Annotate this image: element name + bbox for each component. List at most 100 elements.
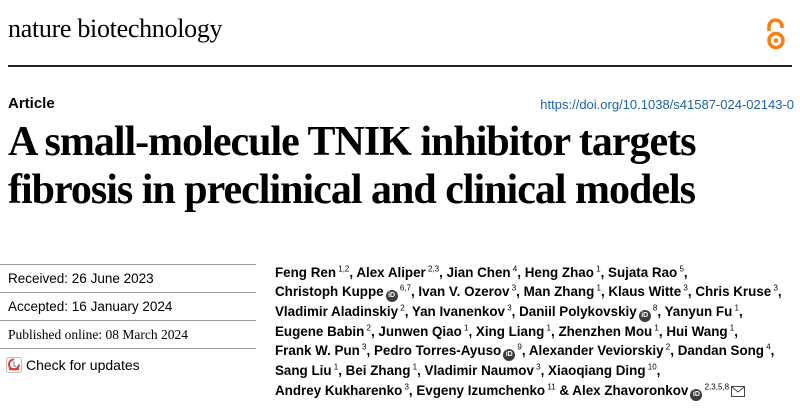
author-name[interactable]: Junwen Qiao 1 bbox=[378, 324, 468, 339]
affiliation-superscript: 2 bbox=[364, 323, 371, 333]
author-name-text: Xiaoqiang Ding bbox=[548, 363, 646, 379]
author-name[interactable]: Hui Wang 1 bbox=[666, 324, 734, 339]
author-name[interactable]: Frank W. Pun 3 bbox=[275, 343, 367, 358]
orcid-icon[interactable]: iD bbox=[690, 388, 703, 401]
author-name-text: Eugene Babin bbox=[275, 324, 365, 340]
affiliation-superscript: 1 bbox=[461, 323, 469, 333]
author-name[interactable]: Xing Liang 1 bbox=[476, 324, 551, 339]
author-name-text: Yan Ivanenkov bbox=[411, 304, 505, 320]
affiliation-superscript: 1 bbox=[331, 362, 339, 372]
author-name[interactable]: Chris Kruse 3 bbox=[695, 284, 778, 299]
author-name[interactable]: Eugene Babin 2 bbox=[275, 324, 371, 339]
accepted-value: 16 January 2024 bbox=[71, 299, 173, 314]
doi-link[interactable]: https://doi.org/10.1038/s41587-024-02143… bbox=[540, 97, 794, 112]
author-name-text: Chris Kruse bbox=[695, 284, 772, 300]
meta-divider bbox=[0, 264, 256, 265]
author-name-text: Christoph Kuppe bbox=[275, 284, 384, 300]
author-name[interactable]: Zhenzhen Mou 1 bbox=[558, 324, 658, 339]
author-name-text: Frank W. Pun bbox=[275, 343, 360, 359]
affiliation-superscript: 1 bbox=[732, 303, 739, 313]
accepted-date: Accepted: 16 January 2024 bbox=[8, 299, 248, 314]
author-name[interactable]: Vladimir Aladinskiy 2 bbox=[275, 304, 405, 319]
author-name[interactable]: Vladimir Naumov 3 bbox=[425, 363, 541, 378]
author-name-text: Heng Zhao bbox=[524, 265, 594, 280]
author-name[interactable]: Alex Aliper 2,3 bbox=[356, 265, 439, 280]
published-date: Published online: 08 March 2024 bbox=[8, 327, 248, 343]
orcid-icon[interactable]: iD bbox=[385, 290, 398, 303]
affiliation-superscript: 6,7 bbox=[397, 283, 411, 293]
affiliation-superscript: 3 bbox=[509, 283, 517, 293]
author-name[interactable]: Feng Ren 1,2 bbox=[275, 265, 349, 280]
affiliation-superscript: 3 bbox=[533, 362, 541, 372]
affiliation-superscript: 1 bbox=[544, 323, 551, 333]
author-name-text: Ivan V. Ozerov bbox=[418, 284, 510, 300]
article-type: Article bbox=[8, 95, 55, 112]
meta-divider bbox=[0, 292, 256, 293]
affiliation-superscript: 5 bbox=[677, 264, 684, 274]
author-name-text: Sujata Rao bbox=[608, 265, 678, 280]
received-label: Received: bbox=[8, 271, 72, 286]
affiliation-superscript: 8 bbox=[650, 303, 658, 313]
author-name[interactable]: Yanyun Fu 1 bbox=[665, 304, 739, 319]
affiliation-superscript: 10 bbox=[645, 362, 657, 372]
author-name[interactable]: Daniil Polykovskiy iD 8 bbox=[519, 303, 658, 323]
author-name[interactable]: Alexander Veviorskiy 2 bbox=[529, 343, 670, 358]
author-name[interactable]: Jian Chen 4 bbox=[447, 265, 518, 280]
author-name[interactable]: Pedro Torres-Ayuso iD 9 bbox=[373, 342, 522, 362]
author-name-text: Junwen Qiao bbox=[378, 324, 462, 340]
article-title: A small-molecule TNIK inhibitor targets … bbox=[8, 119, 696, 213]
author-list: Feng Ren 1,2, Alex Aliper 2,3, Jian Chen… bbox=[275, 263, 795, 401]
affiliation-superscript: 1,2 bbox=[336, 264, 350, 274]
author-name-text: Alex Aliper bbox=[356, 265, 426, 280]
author-name[interactable]: Sang Liu 1 bbox=[275, 363, 338, 378]
orcid-icon[interactable]: iD bbox=[638, 310, 651, 323]
author-name-text: Daniil Polykovskiy bbox=[519, 304, 637, 320]
affiliation-superscript: 3 bbox=[681, 283, 688, 293]
author-name[interactable]: Xiaoqiang Ding 10 bbox=[548, 363, 657, 378]
author-name-text: Pedro Torres-Ayuso bbox=[373, 343, 502, 359]
author-name-text: Andrey Kukharenko bbox=[275, 382, 403, 398]
author-name-text: Jian Chen bbox=[446, 265, 511, 280]
envelope-icon[interactable] bbox=[731, 385, 746, 397]
affiliation-superscript: 3 bbox=[359, 342, 367, 352]
author-name[interactable]: Andrey Kukharenko 3 bbox=[275, 383, 409, 398]
author-name-text: Klaus Witte bbox=[608, 284, 682, 300]
author-name-text: Man Zhang bbox=[523, 284, 595, 300]
header-rule bbox=[8, 65, 792, 67]
affiliation-superscript: 2 bbox=[663, 342, 671, 352]
journal-name: nature biotechnology bbox=[8, 14, 223, 43]
author-name[interactable]: Klaus Witte 3 bbox=[608, 284, 687, 299]
author-name[interactable]: Ivan V. Ozerov 3 bbox=[418, 284, 516, 299]
affiliation-superscript: 3 bbox=[771, 283, 778, 293]
check-for-updates-icon bbox=[6, 357, 22, 373]
check-for-updates-button[interactable]: Check for updates bbox=[6, 357, 140, 373]
affiliation-superscript: 1 bbox=[594, 283, 601, 293]
author-name[interactable]: Heng Zhao 1 bbox=[525, 265, 601, 280]
author-name-text: Zhenzhen Mou bbox=[558, 324, 653, 340]
author-name[interactable]: Man Zhang 1 bbox=[524, 284, 601, 299]
received-value: 26 June 2023 bbox=[71, 271, 154, 286]
accepted-label: Accepted: bbox=[8, 299, 72, 314]
author-name-text: Bei Zhang bbox=[345, 363, 411, 379]
author-name[interactable]: Bei Zhang 1 bbox=[346, 363, 417, 378]
author-name[interactable]: Dandan Song 4 bbox=[678, 343, 771, 358]
affiliation-superscript: 3 bbox=[402, 382, 409, 392]
author-name-text: Alex Zhavoronkov bbox=[572, 382, 689, 398]
author-name[interactable]: Alex Zhavoronkov iD 2,3,5,8 bbox=[572, 382, 746, 401]
affiliation-superscript: 9 bbox=[515, 342, 522, 352]
received-date: Received: 26 June 2023 bbox=[8, 271, 248, 286]
published-label: Published online: bbox=[8, 327, 106, 342]
author-name-text: Evgeny Izumchenko bbox=[416, 382, 546, 398]
author-name[interactable]: Christoph Kuppe iD 6,7 bbox=[275, 283, 411, 303]
author-name[interactable]: Sujata Rao 5 bbox=[608, 265, 684, 280]
author-name[interactable]: Yan Ivanenkov 3 bbox=[412, 304, 512, 319]
author-name-text: Vladimir Aladinskiy bbox=[275, 304, 399, 320]
author-name-text: Xing Liang bbox=[475, 324, 545, 340]
orcid-icon[interactable]: iD bbox=[503, 349, 516, 362]
affiliation-superscript: 11 bbox=[545, 382, 556, 392]
author-name-text: Hui Wang bbox=[666, 324, 728, 340]
affiliation-superscript: 2,3 bbox=[425, 264, 440, 274]
author-name-text: Alexander Veviorskiy bbox=[528, 343, 664, 359]
author-name[interactable]: Evgeny Izumchenko 11 bbox=[416, 383, 555, 398]
published-value: 08 March 2024 bbox=[105, 327, 188, 342]
